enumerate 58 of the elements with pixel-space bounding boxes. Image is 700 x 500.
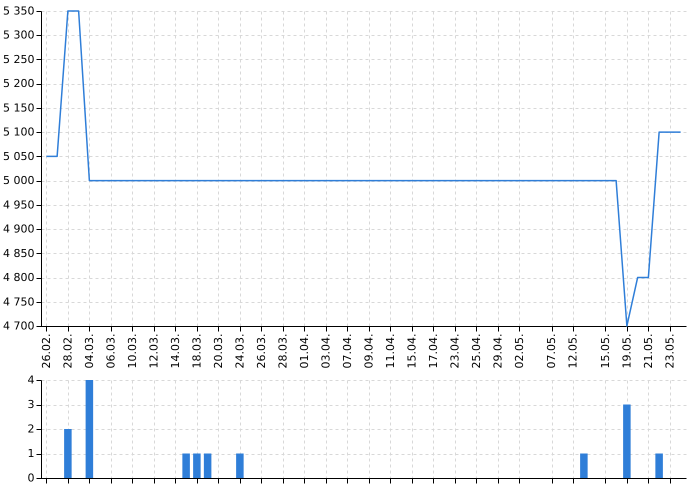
- x-tick-label: 17.04.: [426, 334, 440, 368]
- x-tick-label: 29.04.: [491, 334, 504, 368]
- y-tick-label: 0: [28, 472, 34, 484]
- y-tick-label: 4 850: [3, 246, 34, 260]
- y-tick-label: 5 300: [3, 28, 34, 42]
- x-tick-label: 11.04.: [384, 334, 397, 368]
- bar: [623, 404, 631, 478]
- y-tick-label: 2: [28, 422, 34, 436]
- y-tick-label: 5 350: [3, 4, 34, 18]
- x-tick-label: 12.05.: [566, 334, 580, 368]
- bar: [204, 454, 212, 478]
- y-tick-label: 4 700: [3, 320, 34, 332]
- y-tick-label: 4 800: [3, 271, 34, 284]
- x-tick-label: 25.04.: [470, 334, 483, 368]
- y-tick-label: 4 950: [3, 198, 34, 212]
- y-tick-label: 4 750: [3, 295, 34, 308]
- bar: [236, 454, 244, 478]
- bar: [655, 454, 663, 478]
- x-tick-label: 14.03.: [168, 334, 182, 368]
- x-tick-label: 26.02.: [40, 334, 53, 368]
- y-tick-label: 5 100: [3, 126, 34, 139]
- bar: [182, 454, 190, 478]
- x-tick-label: 15.04.: [405, 334, 418, 368]
- y-tick-label: 4 900: [3, 222, 34, 236]
- y-tick-label: 1: [28, 447, 34, 460]
- y-tick-label: 5 050: [3, 150, 34, 163]
- x-tick-label: 07.05.: [545, 334, 558, 368]
- bar: [580, 454, 588, 478]
- x-tick-label: 28.02.: [61, 334, 74, 368]
- x-tick-label: 19.05.: [620, 334, 634, 368]
- bar: [193, 454, 201, 478]
- x-tick-label: 21.05.: [642, 334, 655, 368]
- x-tick-label: 24.03.: [233, 334, 246, 368]
- x-tick-label: 15.05.: [598, 334, 612, 368]
- y-tick-label: 5 150: [3, 101, 34, 114]
- bar: [64, 429, 72, 478]
- x-tick-label: 23.04.: [448, 334, 462, 368]
- x-tick-label: 04.03.: [82, 334, 96, 368]
- y-tick-label: 5 000: [3, 174, 34, 188]
- y-tick-label: 4: [28, 374, 34, 386]
- x-tick-label: 07.04.: [340, 334, 354, 368]
- x-tick-label: 10.03.: [126, 334, 139, 368]
- y-tick-label: 5 200: [3, 77, 34, 90]
- x-tick-label: 01.04.: [298, 334, 311, 368]
- line-series: [46, 10, 682, 327]
- y-tick-label: 5 250: [3, 52, 34, 66]
- x-tick-label: 06.03.: [104, 334, 118, 368]
- bar: [86, 380, 94, 478]
- x-tick-label: 12.03.: [147, 334, 160, 368]
- x-tick-label: 03.04.: [319, 334, 332, 368]
- x-tick-label: 09.04.: [362, 334, 376, 368]
- x-tick-label: 02.05.: [512, 334, 526, 368]
- x-tick-label: 23.05.: [663, 334, 676, 368]
- x-tick-label: 26.03.: [254, 334, 268, 368]
- x-tick-label: 20.03.: [212, 334, 225, 368]
- y-tick-label: 3: [28, 398, 34, 411]
- x-tick-label: 18.03.: [190, 334, 204, 368]
- x-tick-label: 28.03.: [276, 334, 290, 368]
